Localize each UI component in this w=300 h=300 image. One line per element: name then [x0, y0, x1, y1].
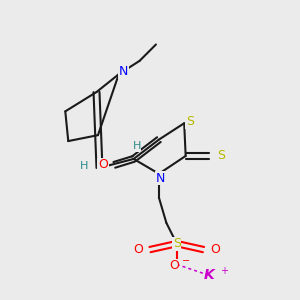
Text: +: +	[220, 266, 228, 276]
Text: N: N	[156, 172, 165, 185]
Text: H: H	[80, 161, 88, 171]
Text: −: −	[182, 256, 190, 266]
Text: O: O	[133, 243, 143, 256]
Text: S: S	[173, 237, 181, 250]
Text: H: H	[132, 141, 141, 152]
Text: S: S	[186, 115, 194, 128]
Text: O: O	[211, 243, 220, 256]
Text: S: S	[217, 149, 225, 162]
Text: K: K	[204, 268, 215, 282]
Text: N: N	[118, 65, 128, 78]
Text: O: O	[169, 260, 179, 272]
Text: O: O	[98, 158, 108, 171]
